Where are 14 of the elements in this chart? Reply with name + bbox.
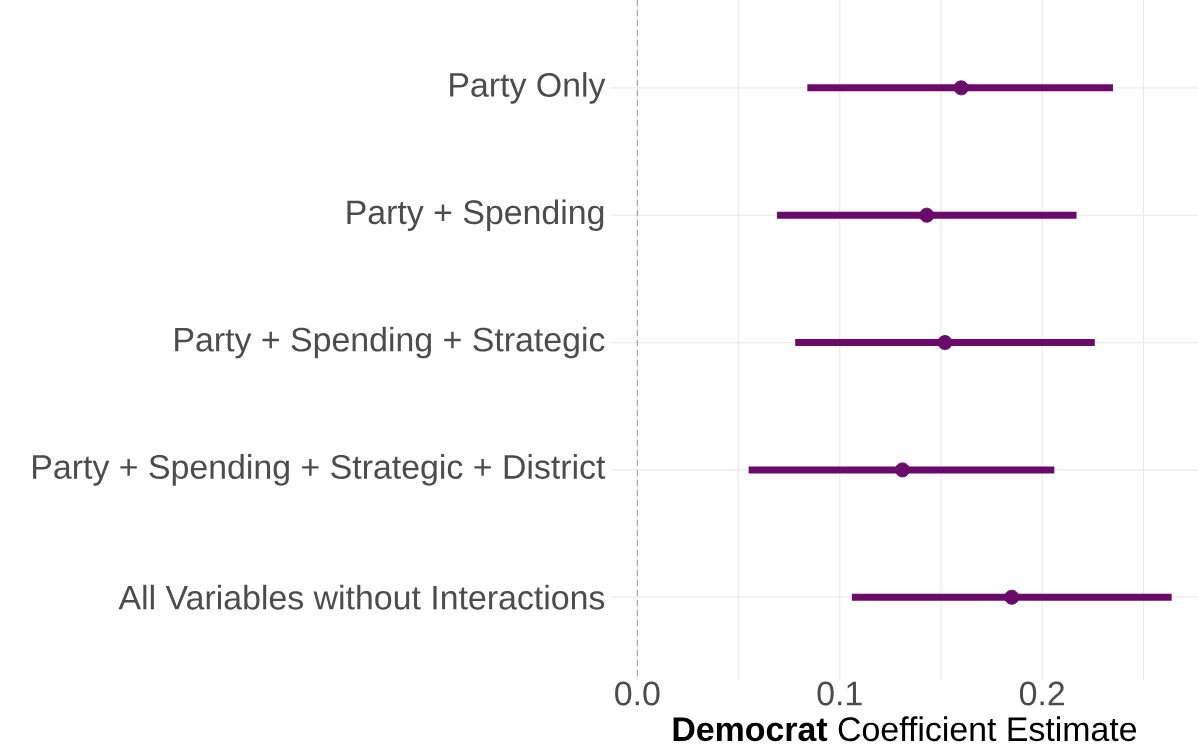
y-tick-label: Party Only <box>450 72 606 104</box>
point <box>894 462 910 478</box>
y-tick-label: Party + Spending <box>347 199 604 231</box>
point <box>1004 589 1020 605</box>
point <box>937 335 953 351</box>
x-tick-label: 0.2 <box>1019 681 1064 706</box>
point <box>919 207 935 223</box>
y-tick-label: Party + Spending + Strategic + District <box>33 454 606 486</box>
point <box>953 80 969 96</box>
x-tick-label: 0.0 <box>615 681 660 706</box>
x-tick-label: 0.1 <box>817 681 862 706</box>
y-tick-label: Party + Spending + Strategic <box>175 326 605 359</box>
x-axis-title: Democrat Coefficient Estimate <box>673 716 1137 742</box>
y-tick-label: All Variables without Interactions <box>118 584 605 610</box>
